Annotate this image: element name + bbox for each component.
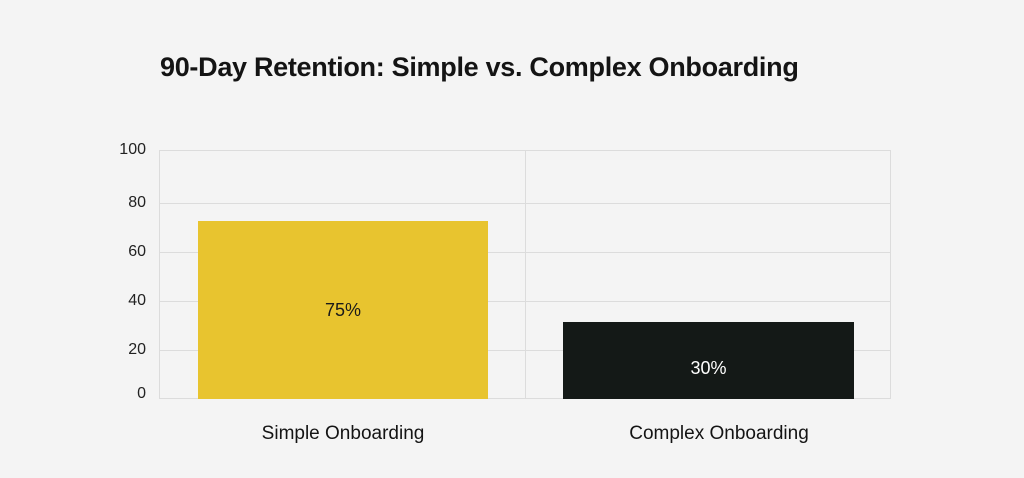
- bar-value-label: 30%: [690, 358, 727, 378]
- x-label-simple: Simple Onboarding: [261, 423, 425, 444]
- bar-simple-onboarding: 75%: [198, 221, 488, 399]
- category-divider: [525, 150, 526, 399]
- y-tick-40: 40: [128, 292, 146, 309]
- bar-value-label: 75%: [324, 299, 362, 320]
- y-tick-100: 100: [119, 141, 146, 158]
- chart-title: 90-Day Retention: Simple vs. Complex Onb…: [160, 52, 799, 82]
- y-tick-0: 0: [137, 385, 146, 402]
- bar-complex-onboarding: 30%: [563, 322, 854, 399]
- y-tick-60: 60: [128, 243, 146, 260]
- x-label-complex: Complex Onboarding: [629, 423, 809, 444]
- y-tick-20: 20: [128, 341, 146, 358]
- y-tick-80: 80: [128, 194, 146, 211]
